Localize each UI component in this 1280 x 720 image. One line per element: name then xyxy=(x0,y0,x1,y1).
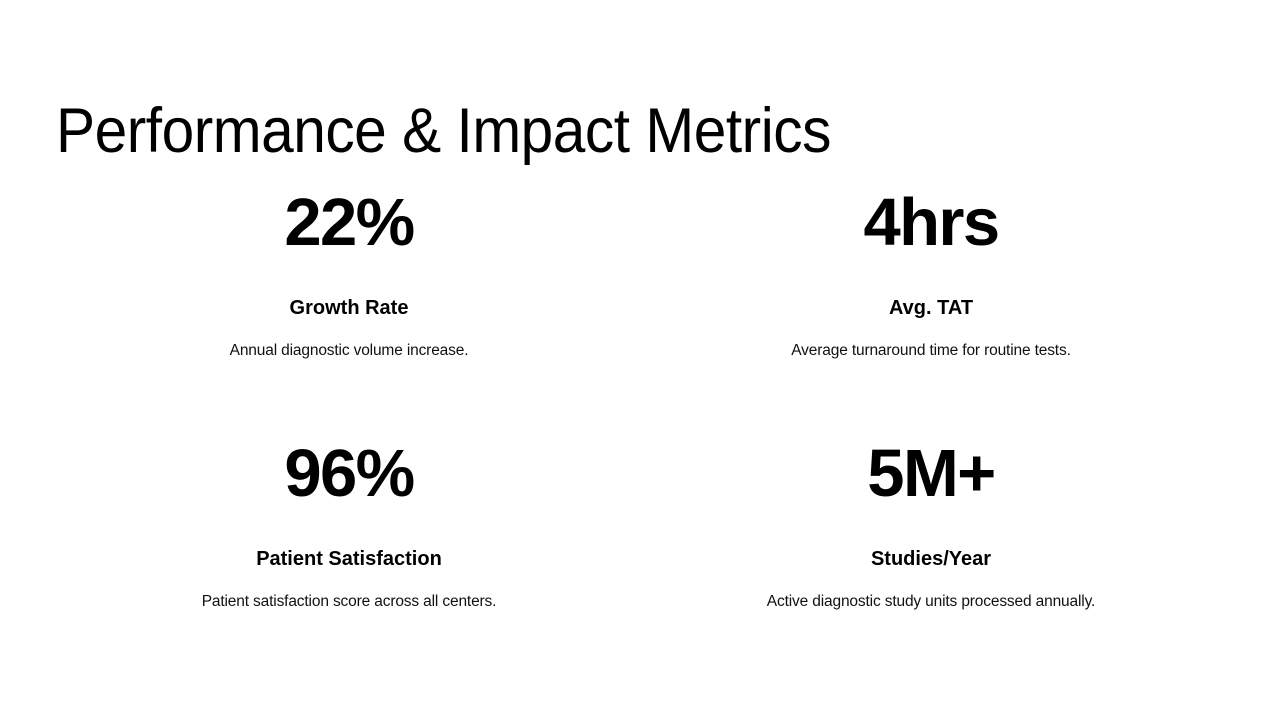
stat-block-avg-tat: 4hrs Avg. TAT Average turnaround time fo… xyxy=(640,186,1222,421)
stat-label: Patient Satisfaction xyxy=(256,548,442,570)
stats-grid: 22% Growth Rate Annual diagnostic volume… xyxy=(58,186,1222,656)
stat-block-patient-satisfaction: 96% Patient Satisfaction Patient satisfa… xyxy=(58,421,640,656)
stat-block-growth-rate: 22% Growth Rate Annual diagnostic volume… xyxy=(58,186,640,421)
stat-description: Annual diagnostic volume increase. xyxy=(229,342,469,359)
stat-description: Average turnaround time for routine test… xyxy=(791,342,1071,359)
stat-description: Active diagnostic study units processed … xyxy=(766,593,1096,610)
stat-description: Patient satisfaction score across all ce… xyxy=(201,593,497,610)
stat-value: 22% xyxy=(284,184,415,260)
stat-value: 4hrs xyxy=(863,184,1000,260)
stat-label: Growth Rate xyxy=(289,297,409,319)
stat-label: Avg. TAT xyxy=(888,297,974,319)
stat-label: Studies/Year xyxy=(870,548,992,570)
page-title: Performance & Impact Metrics xyxy=(56,96,831,167)
stat-block-studies-per-year: 5M+ Studies/Year Active diagnostic study… xyxy=(640,421,1222,656)
stat-value: 96% xyxy=(284,435,415,511)
stat-value: 5M+ xyxy=(867,435,996,511)
